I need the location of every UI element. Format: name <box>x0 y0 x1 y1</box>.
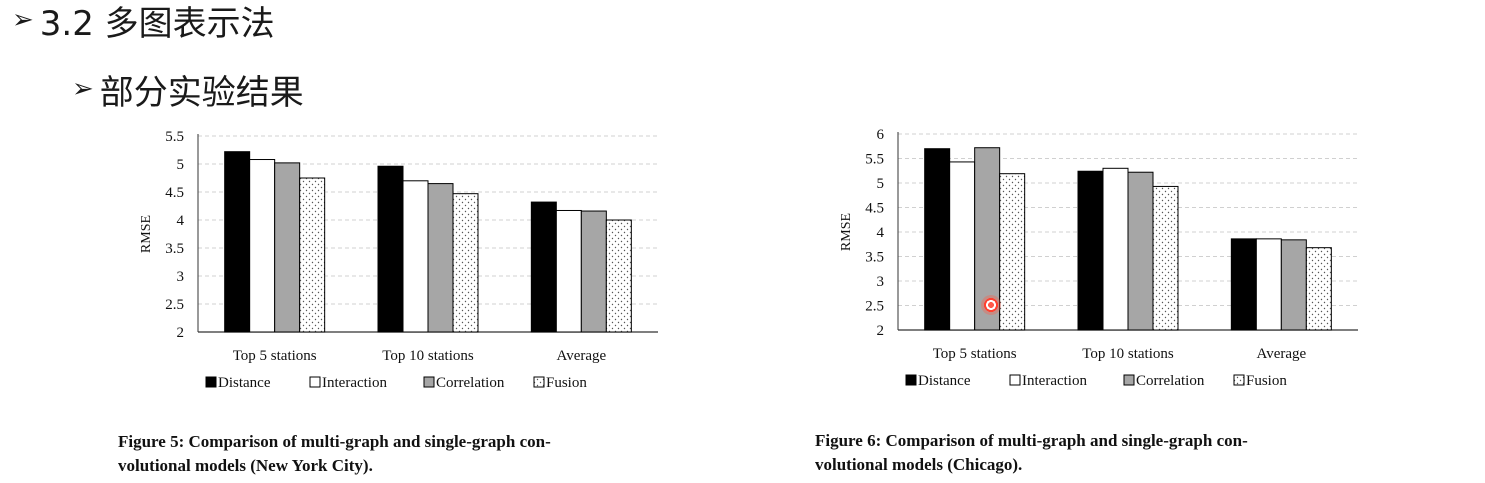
legend-swatch <box>533 376 545 388</box>
mouse-cursor-indicator <box>981 295 1001 315</box>
bar-correlation <box>1127 171 1154 331</box>
y-axis-label: RMSE <box>139 215 154 253</box>
x-category-label: Top 5 stations <box>233 348 317 364</box>
heading-1-text: 3.2 多图表示法 <box>39 3 275 44</box>
y-tick-label: 3 <box>877 274 885 290</box>
caption-line: Figure 6: Comparison of multi-graph and … <box>815 431 1248 450</box>
bar-correlation <box>1280 239 1307 331</box>
legend-swatch <box>1233 374 1245 386</box>
y-tick-label: 3.5 <box>165 241 184 257</box>
y-tick-label: 2.5 <box>865 299 884 315</box>
bar-distance <box>924 148 951 331</box>
arrow-bullet-icon: ➢ <box>12 5 34 35</box>
slide-heading-2: ➢ 部分实验结果 <box>72 64 304 114</box>
y-tick-label: 2 <box>877 323 885 339</box>
y-tick-label: 4.5 <box>865 201 884 217</box>
y-tick-label: 5 <box>177 157 185 173</box>
legend-label: Correlation <box>1136 373 1205 389</box>
legend-swatch <box>905 374 917 386</box>
legend-swatch <box>1123 374 1135 386</box>
bar-fusion <box>452 193 479 333</box>
y-tick-label: 5 <box>877 176 885 192</box>
x-category-label: Top 10 stations <box>1082 346 1174 362</box>
legend-label: Correlation <box>436 375 505 391</box>
y-tick-label: 4 <box>177 213 185 229</box>
bar-distance <box>1077 170 1104 331</box>
y-tick-label: 5.5 <box>865 152 884 168</box>
y-tick-label: 4 <box>877 225 885 241</box>
y-tick-label: 2 <box>177 325 185 341</box>
caption-line: volutional models (New York City). <box>118 456 373 475</box>
y-tick-label: 5.5 <box>165 129 184 145</box>
slide-heading-1: ➢ 3.2 多图表示法 <box>12 0 275 44</box>
legend-label: Interaction <box>322 375 387 391</box>
legend-swatch <box>423 376 435 388</box>
legend-label: Interaction <box>1022 373 1087 389</box>
legend-label: Distance <box>218 375 271 391</box>
y-tick-label: 2.5 <box>165 297 184 313</box>
caption-line: Figure 5: Comparison of multi-graph and … <box>118 432 551 451</box>
bar-interaction <box>949 161 976 331</box>
legend-swatch <box>309 376 321 388</box>
bar-fusion <box>999 173 1026 331</box>
legend-label: Fusion <box>546 375 587 391</box>
legend-swatch <box>205 376 217 388</box>
legend-label: Fusion <box>1246 373 1287 389</box>
caption-line: volutional models (Chicago). <box>815 455 1023 474</box>
y-axis-label: RMSE <box>839 213 854 251</box>
bar-distance <box>377 165 404 333</box>
chart-chicago: 2 2.5 3 3.5 4 4.5 5 5.5 6 RMSE Top 5 stations Top 1… <box>839 127 1358 389</box>
x-category-label: Average <box>556 348 606 364</box>
bar-fusion <box>299 177 326 333</box>
arrow-bullet-icon: ➢ <box>72 74 94 104</box>
bar-fusion <box>1305 247 1332 331</box>
y-tick-label: 3 <box>177 269 185 285</box>
x-category-label: Top 10 stations <box>382 348 474 364</box>
bar-correlation <box>580 210 607 333</box>
y-tick-label: 3.5 <box>865 250 884 266</box>
legend-swatch <box>1009 374 1021 386</box>
bar-interaction <box>1255 238 1282 331</box>
figure-6-caption: Figure 6: Comparison of multi-graph and … <box>815 429 1415 477</box>
heading-2-text: 部分实验结果 <box>99 72 304 113</box>
bar-distance <box>1230 238 1257 331</box>
bar-fusion <box>605 219 632 333</box>
figure-5-caption: Figure 5: Comparison of multi-graph and … <box>118 430 718 478</box>
bar-interaction <box>1102 167 1129 331</box>
bar-interaction <box>402 180 429 333</box>
bar-interaction <box>249 159 276 333</box>
y-tick-label: 4.5 <box>165 185 184 201</box>
x-category-label: Top 5 stations <box>933 346 1017 362</box>
bar-correlation <box>274 162 301 333</box>
bar-distance <box>224 151 251 333</box>
y-tick-label: 6 <box>877 127 885 143</box>
x-category-label: Average <box>1256 346 1306 362</box>
bar-correlation <box>427 183 454 333</box>
legend-label: Distance <box>918 373 971 389</box>
chart-new-york: 2 2.5 3 3.5 4 4.5 5 5.5 RMSE Top 5 stations Top 10… <box>139 129 658 391</box>
bar-interaction <box>555 209 582 333</box>
bar-fusion <box>1152 185 1179 331</box>
bar-distance <box>530 201 557 333</box>
